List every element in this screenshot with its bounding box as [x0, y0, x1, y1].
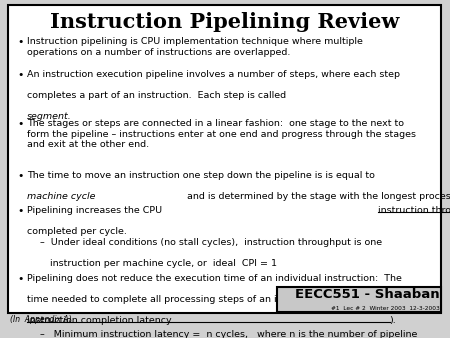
Text: machine cycle: machine cycle	[27, 192, 95, 201]
Text: segment.: segment.	[27, 112, 72, 121]
Text: •: •	[17, 274, 23, 284]
Text: completed per cycle.: completed per cycle.	[27, 227, 127, 236]
Text: completes a part of an instruction.  Each step is called: completes a part of an instruction. Each…	[27, 91, 289, 100]
Text: Instruction Pipelining Review: Instruction Pipelining Review	[50, 12, 400, 32]
Text: (In  Appendix A): (In Appendix A)	[10, 315, 72, 324]
Text: #1  Lec # 2  Winter 2003  12-3-2003: #1 Lec # 2 Winter 2003 12-3-2003	[331, 306, 440, 311]
Text: –  Under ideal conditions (no stall cycles),  instruction throughput is one: – Under ideal conditions (no stall cycle…	[40, 238, 382, 247]
Text: time needed to complete all processing steps of an instruction (also called: time needed to complete all processing s…	[27, 295, 382, 304]
Text: The time to move an instruction one step down the pipeline is is equal to: The time to move an instruction one step…	[27, 171, 381, 180]
Text: •: •	[17, 37, 23, 47]
Text: •: •	[17, 70, 23, 80]
Text: •: •	[17, 206, 23, 216]
Text: EECC551 - Shaaban: EECC551 - Shaaban	[296, 288, 440, 300]
Text: ).: ).	[390, 316, 396, 325]
Text: •: •	[17, 171, 23, 181]
Text: The stages or steps are connected in a linear fashion:  one stage to the next to: The stages or steps are connected in a l…	[27, 119, 416, 149]
Text: instruction per machine cycle, or  ideal  CPI = 1: instruction per machine cycle, or ideal …	[50, 259, 276, 268]
Text: and is determined by the stage with the longest processing delay.: and is determined by the stage with the …	[184, 192, 450, 201]
Text: Pipelining increases the CPU: Pipelining increases the CPU	[27, 206, 165, 215]
Text: –   Minimum instruction latency =  n cycles,   where n is the number of pipeline: – Minimum instruction latency = n cycles…	[40, 330, 418, 338]
Text: An instruction execution pipeline involves a number of steps, where each step: An instruction execution pipeline involv…	[27, 70, 400, 79]
Text: •: •	[17, 119, 23, 129]
Text: Pipelining does not reduce the execution time of an individual instruction:  The: Pipelining does not reduce the execution…	[27, 274, 402, 283]
Text: instruction throughput: instruction throughput	[378, 206, 450, 215]
Text: Instruction pipelining is CPU implementation technique where multiple
operations: Instruction pipelining is CPU implementa…	[27, 37, 363, 56]
Text: instruction completion latency: instruction completion latency	[27, 316, 171, 325]
